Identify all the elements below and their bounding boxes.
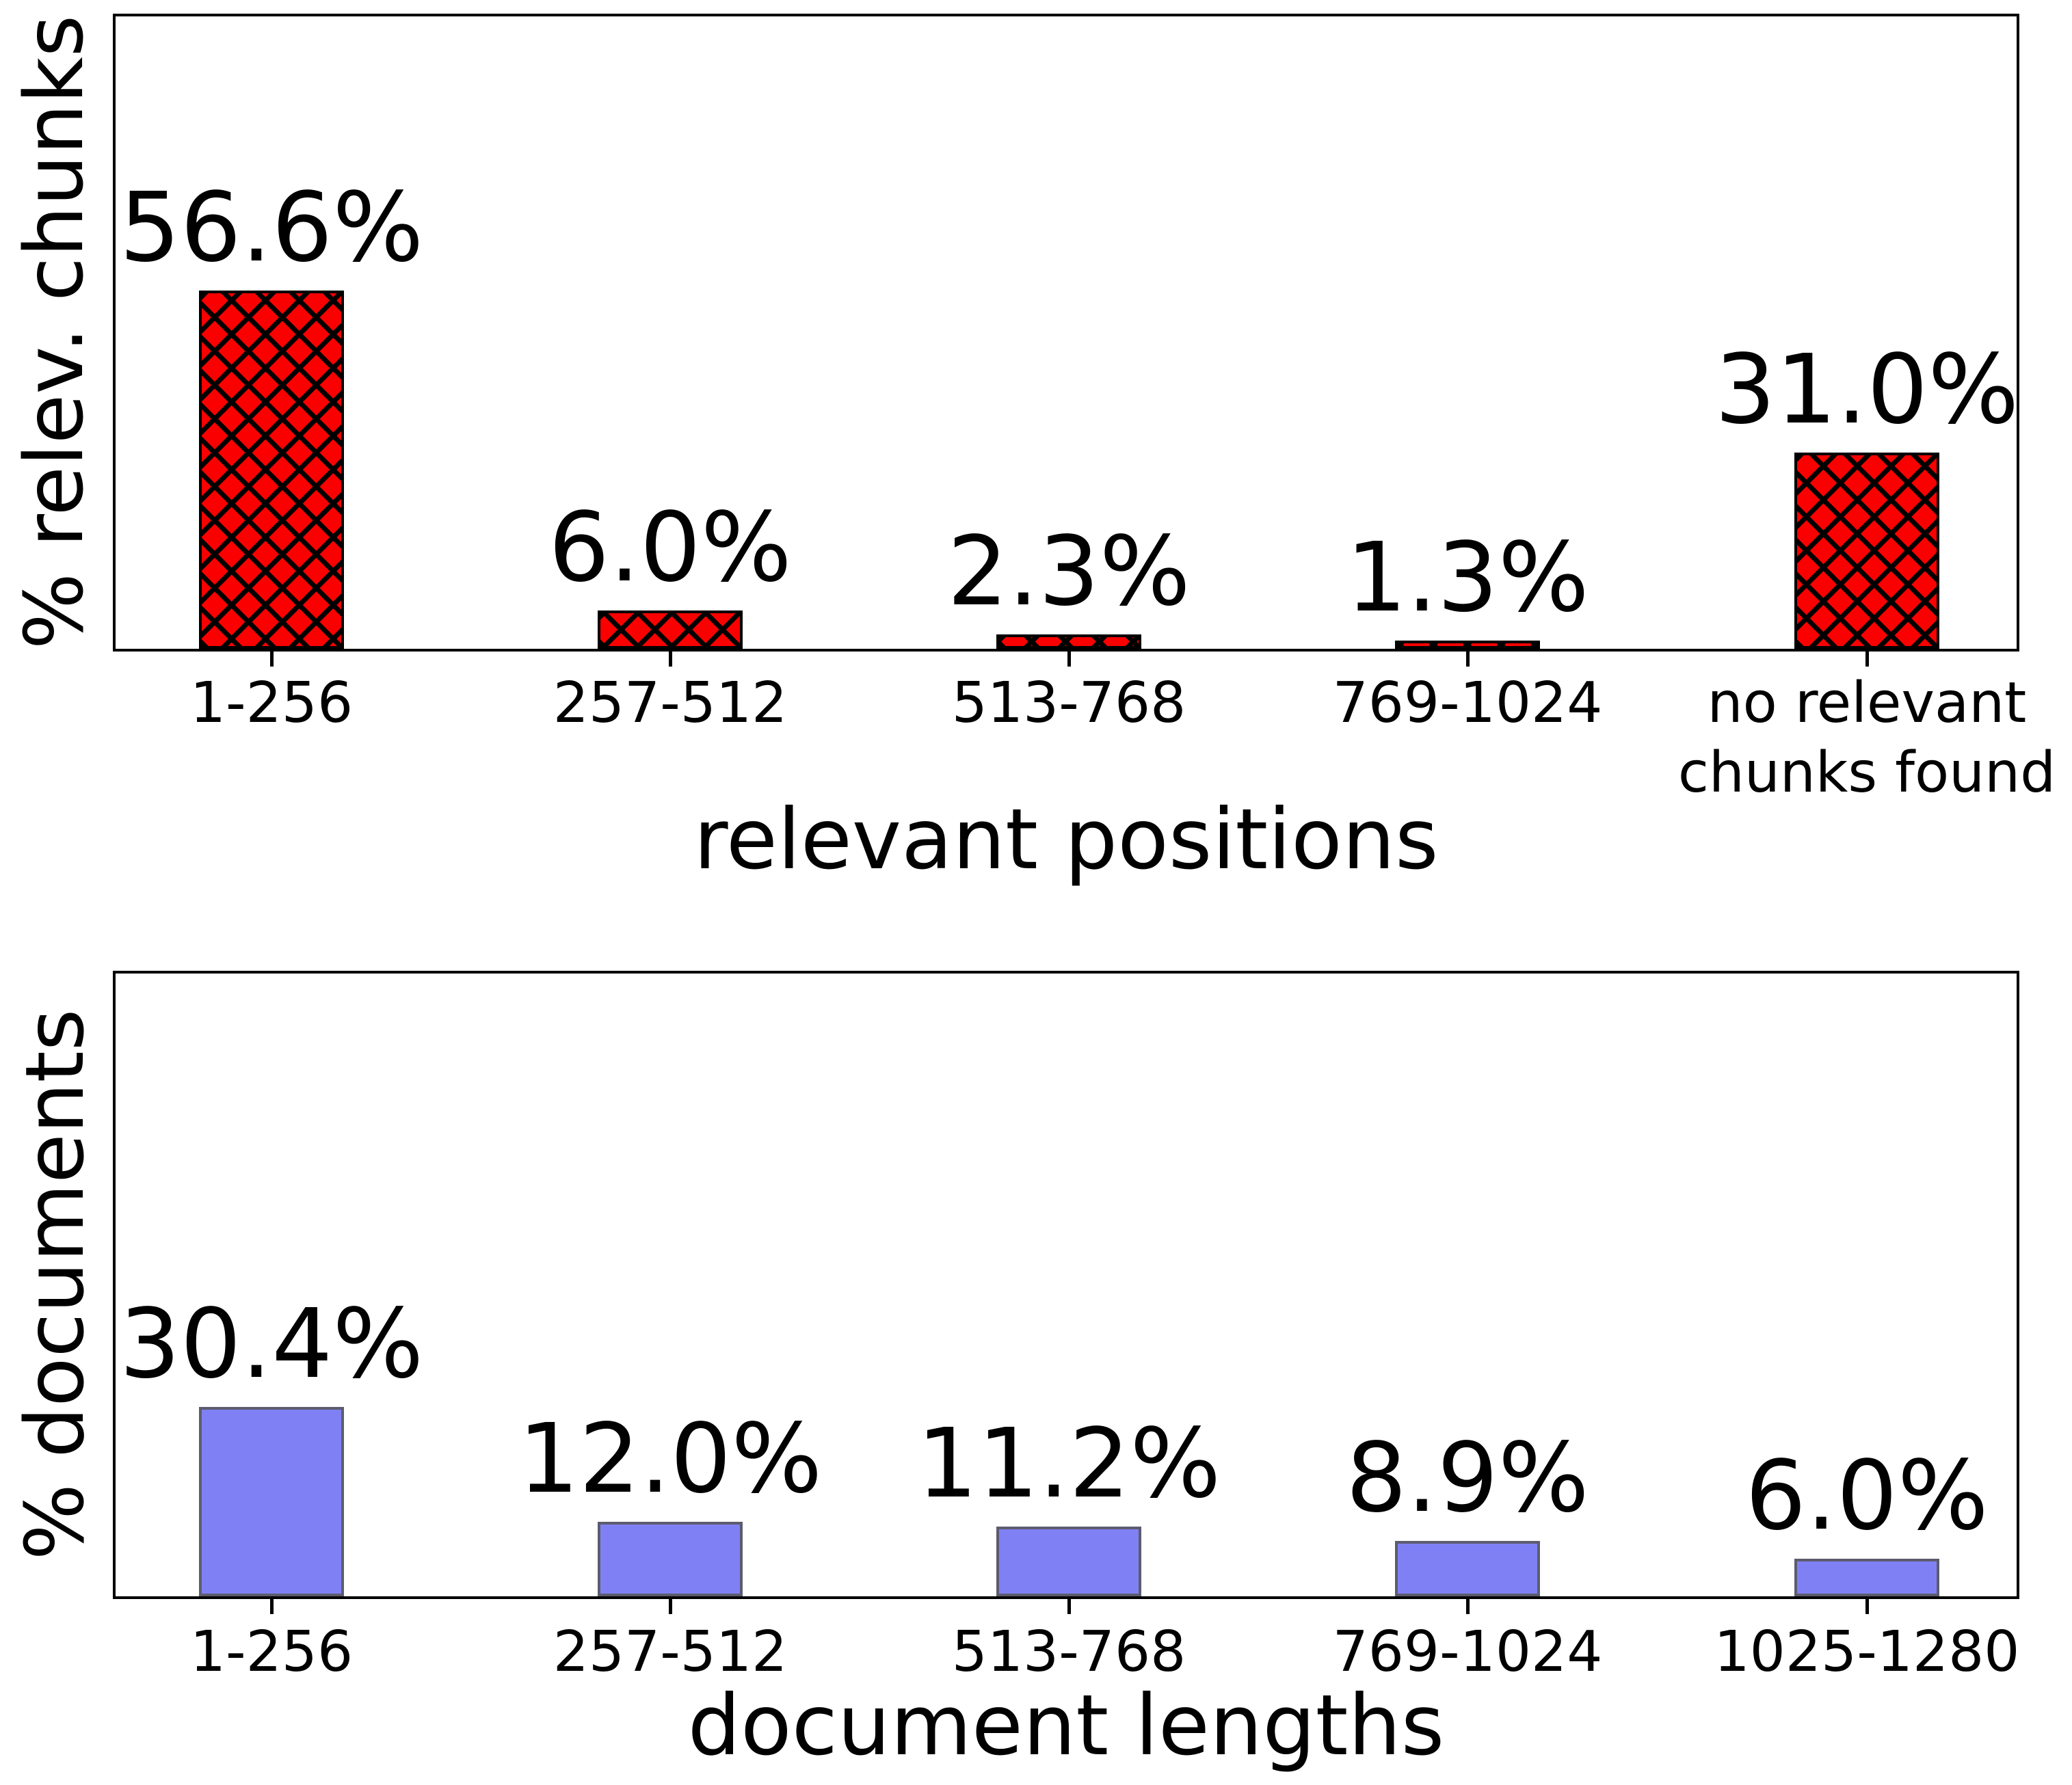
bottom-xaxis-label: document lengths: [687, 1677, 1445, 1774]
bottom-plot-area: 30.4% 12.0% 11.2% 8.9% 6.0%: [113, 971, 2019, 1599]
bar-value-label: 12.0%: [518, 1404, 823, 1516]
x-tick-mark: [1865, 652, 1869, 667]
x-tick-mark: [270, 1599, 274, 1614]
x-tick-mark: [1466, 652, 1470, 667]
x-tick-label: 513-768: [951, 1620, 1186, 1685]
x-tick-label: 769-1024: [1332, 1620, 1603, 1685]
x-tick-label: 1-256: [189, 1620, 354, 1685]
x-tick-label: no relevant chunks found: [1677, 671, 2056, 805]
x-tick-mark: [270, 652, 274, 667]
top-xaxis-label: relevant positions: [693, 791, 1439, 888]
x-tick-mark: [669, 652, 672, 667]
bar-value-label: 1.3%: [1346, 522, 1589, 634]
x-tick-mark: [1067, 1599, 1071, 1614]
bar: [598, 610, 743, 649]
bar: [199, 1407, 344, 1596]
bottom-yaxis-label: % documents: [8, 1008, 102, 1561]
bar-value-label: 56.6%: [119, 172, 424, 284]
bar: [1395, 1541, 1540, 1596]
x-tick-label: 1025-1280: [1714, 1620, 2020, 1685]
x-tick-mark: [1466, 1599, 1470, 1614]
top-plot-area: 56.6% 6.0% 2.3% 1.3% 31.0%: [113, 14, 2019, 652]
x-tick-mark: [1865, 1599, 1869, 1614]
x-tick-mark: [669, 1599, 672, 1614]
x-tick-mark: [1067, 652, 1071, 667]
bar: [1395, 641, 1540, 649]
bar: [1794, 1559, 1939, 1596]
bar: [996, 634, 1141, 649]
bar-value-label: 6.0%: [1745, 1440, 1989, 1553]
bar: [1794, 453, 1939, 649]
bar-value-label: 6.0%: [548, 492, 792, 604]
bar-value-label: 11.2%: [916, 1408, 1221, 1520]
bar-value-label: 31.0%: [1714, 334, 2019, 446]
bar: [598, 1522, 743, 1596]
bar: [996, 1527, 1141, 1596]
bar-value-label: 8.9%: [1346, 1423, 1589, 1535]
x-tick-label: 769-1024: [1332, 671, 1603, 736]
bar: [199, 291, 344, 649]
x-tick-label: 513-768: [951, 671, 1186, 736]
x-tick-label: 257-512: [553, 671, 788, 736]
bar-value-label: 30.4%: [119, 1289, 424, 1401]
x-tick-label: 257-512: [553, 1620, 788, 1685]
bar-value-label: 2.3%: [947, 516, 1191, 628]
x-tick-label: 1-256: [189, 671, 354, 736]
